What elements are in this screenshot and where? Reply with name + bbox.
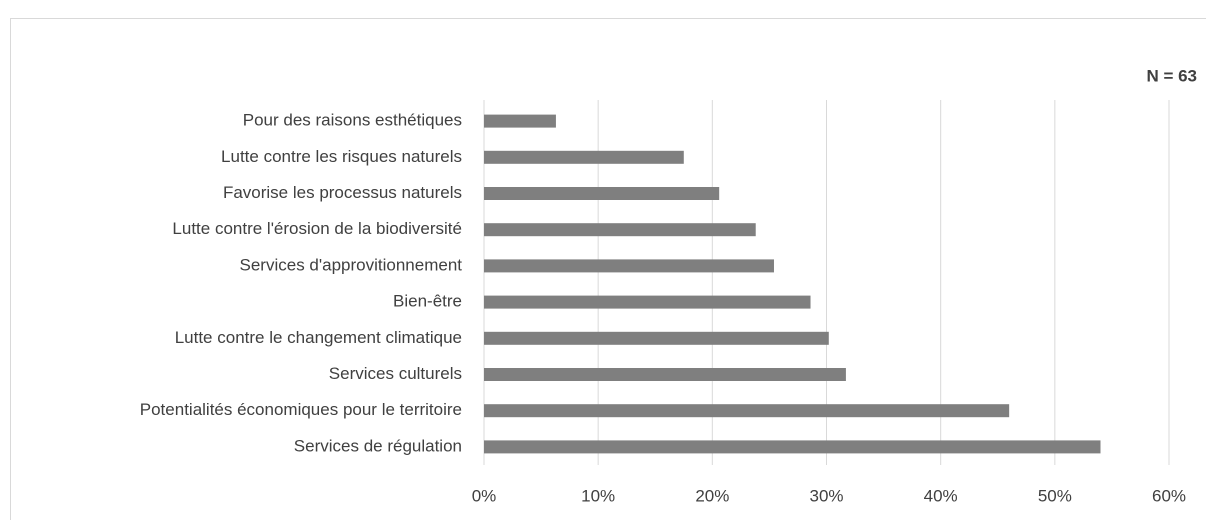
bar <box>484 440 1101 453</box>
y-tick-label: Favorise les processus naturels <box>223 183 462 202</box>
x-tick-label: 40% <box>924 486 958 505</box>
y-tick-label: Services culturels <box>329 364 462 383</box>
x-tick-label: 50% <box>1038 486 1072 505</box>
bar <box>484 296 811 309</box>
bar <box>484 151 684 164</box>
annotation: N = 63 <box>1146 66 1197 85</box>
y-tick-label: Potentialités économiques pour le territ… <box>140 400 462 419</box>
bar <box>484 259 774 272</box>
x-tick-label: 0% <box>472 486 497 505</box>
y-tick-label: Services de régulation <box>294 436 462 455</box>
x-tick-label: 60% <box>1152 486 1186 505</box>
bar <box>484 223 756 236</box>
y-tick-label: Pour des raisons esthétiques <box>243 111 462 130</box>
bar <box>484 368 846 381</box>
bar <box>484 404 1009 417</box>
y-tick-label: Services d'approvitionnement <box>240 255 463 274</box>
bar <box>484 115 556 128</box>
x-tick-label: 30% <box>809 486 843 505</box>
y-tick-label: Lutte contre l'érosion de la biodiversit… <box>172 219 462 238</box>
y-tick-label: Bien-être <box>393 292 462 311</box>
y-tick-label: Lutte contre les risques naturels <box>221 147 462 166</box>
bar <box>484 187 719 200</box>
bar <box>484 332 829 345</box>
x-tick-label: 20% <box>695 486 729 505</box>
x-tick-label: 10% <box>581 486 615 505</box>
y-tick-label: Lutte contre le changement climatique <box>175 328 462 347</box>
